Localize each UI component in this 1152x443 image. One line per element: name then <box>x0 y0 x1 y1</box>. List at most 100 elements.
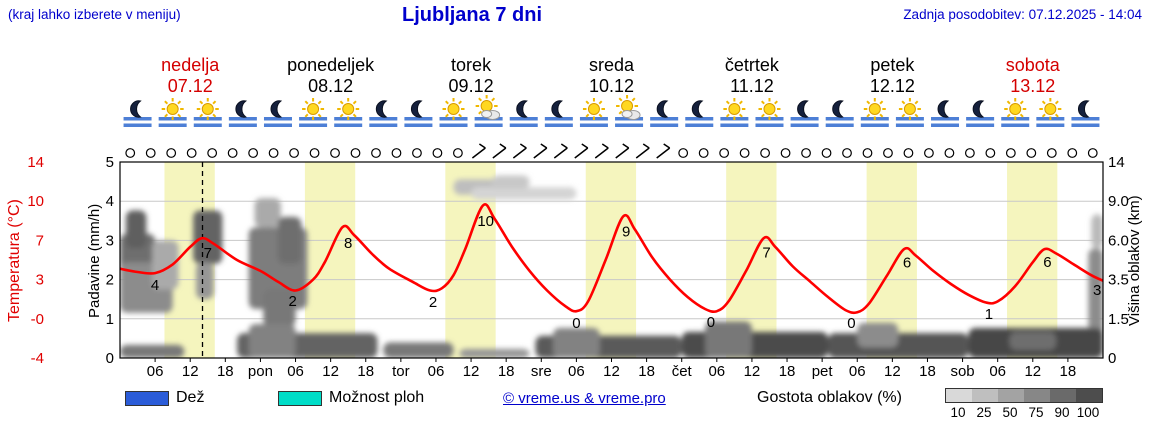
icon-strip-bar <box>228 117 257 121</box>
icon-strip-bar <box>720 123 749 127</box>
sun-cloud-icon <box>475 95 501 120</box>
day-date: 08.12 <box>308 76 353 96</box>
temp-value-label: 0 <box>707 314 715 331</box>
cloud-blob <box>193 210 223 264</box>
sun-icon <box>723 98 746 120</box>
temp-value-label: 10 <box>477 213 494 230</box>
temperature-curve <box>120 203 1103 315</box>
cloud-cover-marker <box>186 148 197 158</box>
x-tick-label: 18 <box>498 363 515 380</box>
cloud-blob <box>857 322 899 348</box>
x-tick-label: 12 <box>322 363 339 380</box>
cloud-cover-marker <box>125 148 136 158</box>
sun-icon <box>302 98 325 120</box>
cloud-cover-marker <box>412 148 422 158</box>
cloud-cover-marker <box>924 148 934 158</box>
cloud-density-swatch <box>1050 389 1076 402</box>
x-tick-label: tor <box>392 363 410 380</box>
cloud-cover-marker <box>227 148 238 158</box>
cloud-density-tick-label: 10 <box>950 405 966 420</box>
x-tick-label: pet <box>812 363 834 380</box>
cloud-density-tick-label: 50 <box>1002 405 1018 420</box>
cloud-cover-marker <box>207 148 218 158</box>
wind-barb-flag <box>642 143 650 149</box>
wind-barb-icon <box>594 147 609 159</box>
precip-axis-label: 2 <box>106 272 114 289</box>
cloud-density-label: Gostota oblakov (%) <box>757 389 902 406</box>
moon-icon <box>972 100 985 118</box>
location-hint: (kraj lahko izberete v meniju) <box>8 7 181 22</box>
icon-strip-bar <box>369 123 398 127</box>
day-date: 07.12 <box>168 76 213 96</box>
rain-legend-swatch <box>125 391 169 406</box>
cloud-cover-marker <box>1026 148 1037 158</box>
cloud-density-scale-ticks: 10 25 50 75 90 100 <box>945 405 1101 420</box>
day-name: torek <box>451 55 492 75</box>
x-tick-label: 18 <box>1060 363 1077 380</box>
showers-legend-swatch <box>278 391 322 406</box>
cloud-cover-marker <box>166 148 177 158</box>
moon-icon <box>410 100 423 118</box>
icon-strip-bar <box>404 117 433 121</box>
sun-cloud-icon <box>616 95 641 120</box>
icon-strip-bar <box>228 123 257 127</box>
day-name: sreda <box>589 55 635 75</box>
copyright-link[interactable]: © vreme.us & vreme.pro <box>503 390 666 407</box>
x-tick-label: 18 <box>638 363 655 380</box>
x-tick-label: sob <box>950 363 974 380</box>
cloud-cover-marker <box>145 148 156 158</box>
x-tick-label: čet <box>672 363 693 380</box>
cloud-cover-marker <box>842 148 852 158</box>
cloud-density-tick-label: 25 <box>976 405 992 420</box>
sun-icon <box>1004 98 1027 120</box>
x-axis: 06 12 18 pon 06 12 18 tor 06 12 18 sre 06 12 18 čet 06 12… <box>147 358 1076 380</box>
sun-icon <box>442 98 465 120</box>
x-tick-label: pon <box>248 363 273 380</box>
icon-strip-bar <box>263 117 292 121</box>
wind-barb-flag <box>519 143 527 149</box>
cloud-density-scale <box>945 388 1103 403</box>
temp-value-label: 7 <box>762 244 770 261</box>
wind-barb-flag <box>663 143 671 149</box>
icon-strip-bar <box>509 123 538 127</box>
cloud-cover-marker <box>964 148 975 158</box>
temp-value-label: 0 <box>847 315 855 332</box>
precip-axis-label: 5 <box>106 154 114 171</box>
cloud-height-axis-label: 14 <box>1108 154 1125 171</box>
x-tick-label: 12 <box>182 363 199 380</box>
cloud-height-axis-label: 9.0 <box>1108 193 1129 210</box>
wind-barb-flag <box>622 143 630 149</box>
cloud-cover-marker <box>719 148 730 158</box>
icon-strip-bar <box>895 123 924 127</box>
cloud-blobs <box>120 175 1103 358</box>
icon-strip-bar <box>650 123 679 127</box>
x-tick-label: 06 <box>568 363 585 380</box>
cloud-cover-marker <box>350 148 361 158</box>
icon-strip-bar <box>685 117 714 121</box>
cloud-density-tick-label: 75 <box>1028 405 1044 420</box>
cloud-height-axis-label: 3.5 <box>1108 272 1129 289</box>
cloud-density-swatch <box>972 389 998 402</box>
day-date: 11.12 <box>730 76 774 96</box>
icon-strip-bar <box>123 123 152 127</box>
wind-barb-icon <box>492 147 507 159</box>
day-name: nedelja <box>161 55 220 75</box>
cloud-cover-marker <box>985 148 996 158</box>
wind-barb-icon <box>553 147 568 159</box>
day-name: četrtek <box>725 55 780 75</box>
icon-strip-bar <box>1071 117 1100 121</box>
cloud-cover-marker <box>883 148 893 158</box>
moon-icon <box>691 100 704 118</box>
cloud-blob <box>263 289 296 327</box>
icon-strip-bar <box>931 117 960 121</box>
cloud-cover-marker <box>1087 148 1098 158</box>
wind-barb-icon <box>512 147 527 159</box>
cloud-blob <box>254 198 281 228</box>
sun-icon <box>196 98 219 120</box>
moon-icon <box>516 100 528 118</box>
icon-strip-bar <box>579 123 608 127</box>
wind-barb-icon <box>656 147 671 159</box>
temp-axis-label: 14 <box>27 154 44 171</box>
